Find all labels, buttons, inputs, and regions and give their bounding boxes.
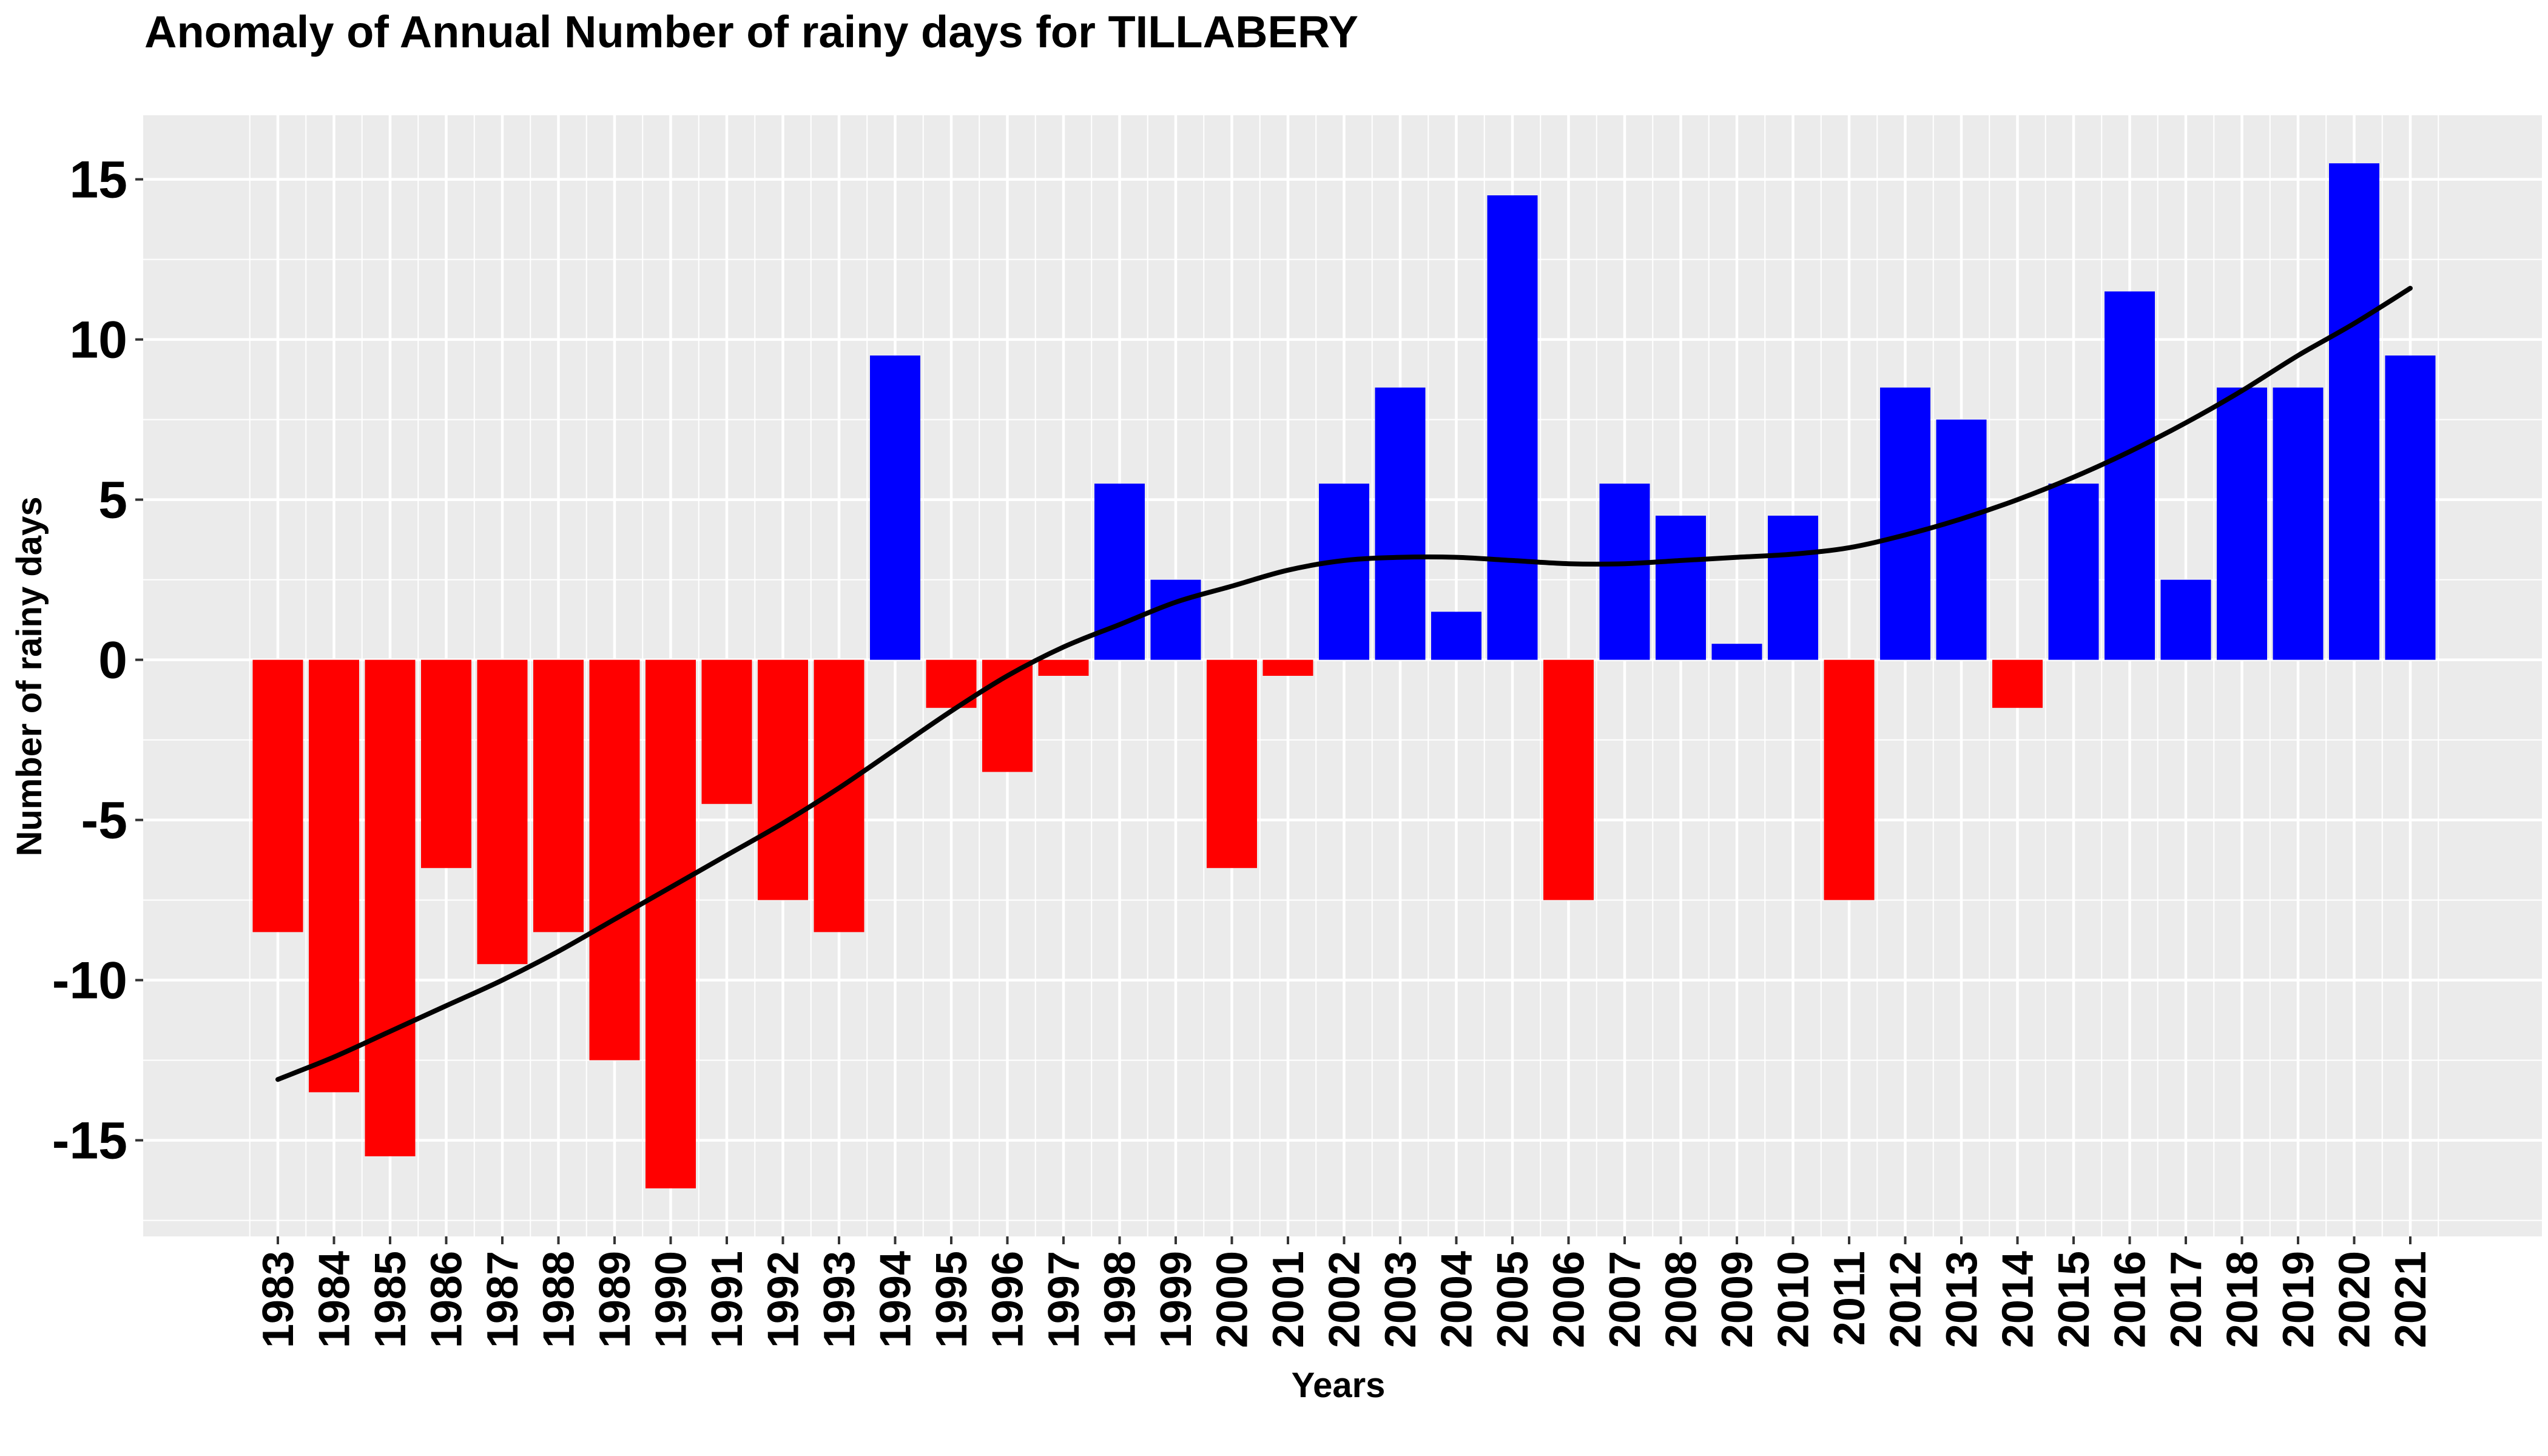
y-axis: -15 -10 -5 0 5 10 15 (52, 151, 143, 1170)
x-tick-label-2013: 2013 (1938, 1251, 1986, 1348)
x-tick-label-1988: 1988 (535, 1251, 584, 1348)
x-tick-label-1998: 1998 (1096, 1251, 1145, 1348)
bar-1989 (589, 659, 640, 1060)
bar-2001 (1262, 659, 1313, 676)
bar-1991 (701, 659, 752, 804)
x-tick-label-2012: 2012 (1882, 1251, 1930, 1348)
bar-2011 (1824, 659, 1875, 900)
bar-1990 (645, 659, 696, 1188)
x-tick-label-1989: 1989 (591, 1251, 639, 1348)
bar-2018 (2217, 387, 2267, 660)
x-tick-label-1990: 1990 (647, 1251, 696, 1348)
x-tick-label-2004: 2004 (1433, 1251, 1481, 1348)
x-tick-label-1995: 1995 (928, 1251, 976, 1348)
bar-1984 (309, 659, 359, 1093)
x-tick-label-1991: 1991 (703, 1251, 752, 1348)
x-tick-label-2008: 2008 (1657, 1251, 1706, 1348)
bar-1999 (1150, 579, 1201, 660)
bar-2003 (1375, 387, 1426, 660)
x-tick-label-2014: 2014 (1994, 1251, 2043, 1348)
y-tick-label: 10 (69, 311, 127, 369)
x-tick-label-2003: 2003 (1377, 1251, 1425, 1348)
bar-1993 (814, 659, 864, 932)
x-tick-label-1986: 1986 (423, 1251, 471, 1348)
bar-2009 (1711, 644, 1762, 660)
x-tick-label-2011: 2011 (1825, 1251, 1874, 1346)
x-tick-label-2005: 2005 (1489, 1251, 1537, 1348)
x-tick-label-2019: 2019 (2274, 1251, 2323, 1348)
y-tick-label: -5 (81, 792, 127, 850)
x-tick-label-2000: 2000 (1208, 1251, 1257, 1348)
x-tick-label-2020: 2020 (2331, 1251, 2379, 1348)
y-tick-label: -15 (52, 1112, 127, 1170)
bar-2002 (1319, 484, 1369, 660)
x-tick-label-2006: 2006 (1545, 1251, 1594, 1348)
bar-1985 (365, 659, 416, 1156)
chart-title: Anomaly of Annual Number of rainy days f… (144, 7, 1358, 57)
x-tick-label-1999: 1999 (1152, 1251, 1201, 1348)
bar-1988 (533, 659, 584, 932)
bar-2006 (1543, 659, 1594, 900)
bar-2000 (1207, 659, 1257, 868)
bar-1997 (1038, 659, 1089, 676)
x-tick-label-2007: 2007 (1601, 1251, 1650, 1348)
bar-2017 (2160, 579, 2211, 660)
y-tick-label: -10 (52, 952, 127, 1010)
y-tick-label: 5 (98, 471, 127, 530)
x-tick-label-2009: 2009 (1713, 1251, 1762, 1348)
bar-2012 (1880, 387, 1930, 660)
bar-2010 (1768, 516, 1818, 660)
bar-2014 (1992, 659, 2043, 708)
bar-2005 (1487, 195, 1538, 660)
x-tick-label-2015: 2015 (2050, 1251, 2098, 1348)
x-tick-label-2002: 2002 (1321, 1251, 1369, 1348)
bar-2019 (2273, 387, 2324, 660)
x-tick-label-2001: 2001 (1264, 1251, 1313, 1348)
trend-line (275, 286, 2413, 1082)
bar-2008 (1656, 516, 1706, 660)
x-tick-label-2017: 2017 (2162, 1251, 2211, 1348)
x-tick-label-1992: 1992 (760, 1251, 808, 1348)
x-tick-label-2010: 2010 (1770, 1251, 1818, 1348)
x-tick-label-2016: 2016 (2106, 1251, 2155, 1348)
y-tick-label: 0 (98, 632, 127, 690)
bar-1994 (870, 356, 920, 660)
x-tick-label-1997: 1997 (1040, 1251, 1088, 1348)
x-tick-label-1985: 1985 (366, 1251, 415, 1348)
x-tick-label-1987: 1987 (479, 1251, 527, 1348)
x-tick-label-1984: 1984 (311, 1251, 359, 1348)
x-axis: 1983 1984 1985 1986 1987 1988 1989 1990 1991 1992… (254, 1236, 2435, 1348)
bar-2020 (2329, 163, 2379, 660)
x-tick-label-1993: 1993 (815, 1251, 864, 1348)
bar-1983 (252, 659, 303, 932)
x-tick-label-2018: 2018 (2219, 1251, 2267, 1348)
bar-2013 (1936, 419, 1987, 660)
bar-2004 (1431, 612, 1481, 660)
x-tick-label-2021: 2021 (2387, 1251, 2435, 1348)
bar-1987 (477, 659, 528, 965)
x-axis-label: Years (1292, 1366, 1386, 1405)
x-tick-label-1983: 1983 (254, 1251, 303, 1348)
bar-1986 (421, 659, 471, 868)
x-tick-label-1996: 1996 (984, 1251, 1033, 1348)
bar-2016 (2105, 291, 2155, 660)
x-tick-label-1994: 1994 (872, 1251, 920, 1348)
bar-2007 (1599, 484, 1650, 660)
y-tick-label: 15 (69, 151, 127, 209)
bar-1992 (758, 659, 808, 900)
bar-2021 (2385, 356, 2436, 660)
y-axis-label: Number of rainy days (10, 496, 49, 856)
bar-2015 (2048, 484, 2099, 660)
